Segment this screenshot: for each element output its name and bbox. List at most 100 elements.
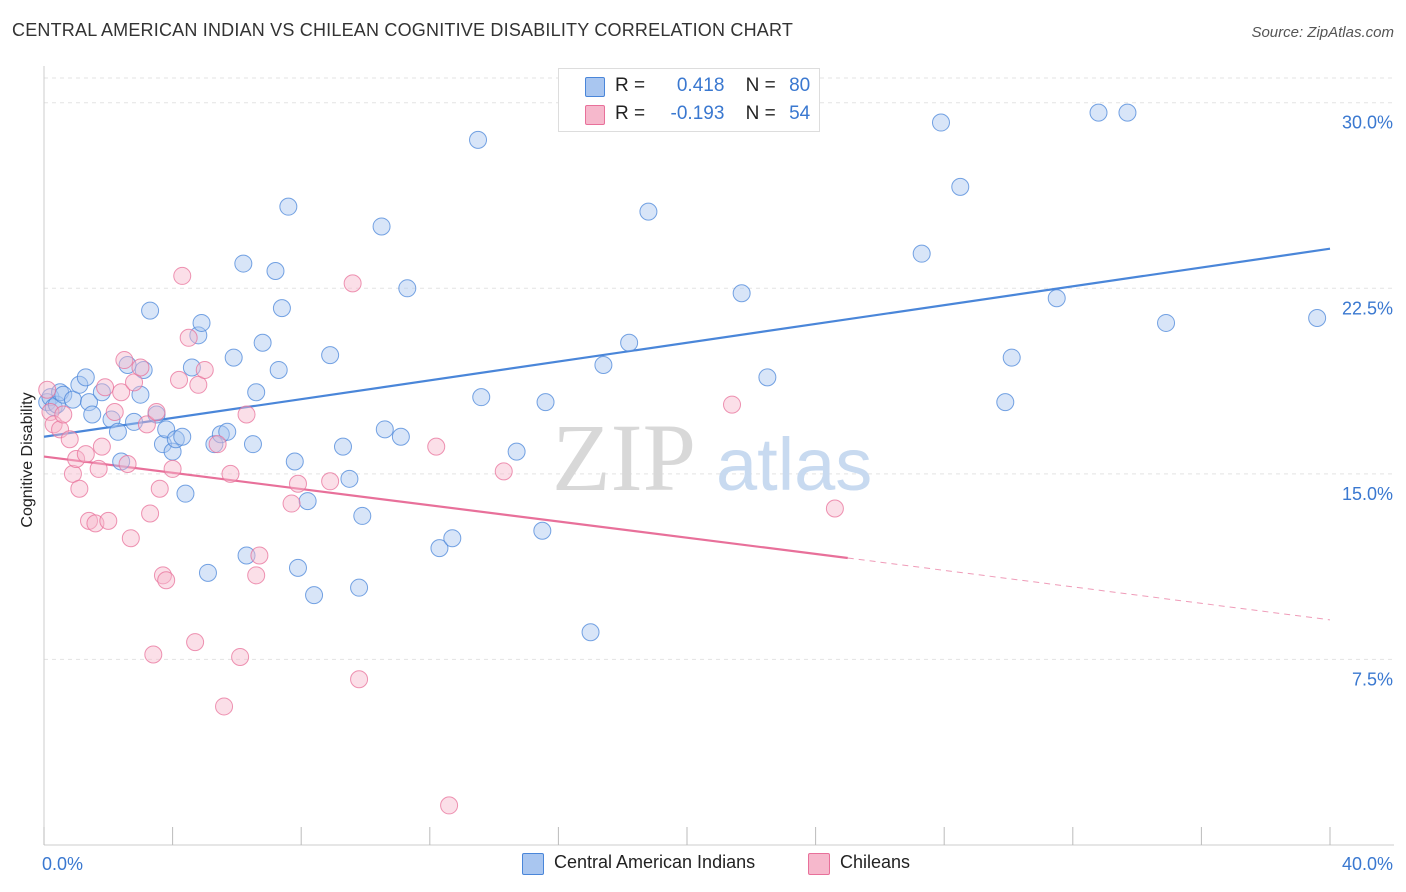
point-central-american-indians xyxy=(266,261,285,280)
legend-r-value: 0.418 xyxy=(676,75,725,96)
x-tick-label-min: 0.0% xyxy=(42,854,83,874)
legend-n-label: N = xyxy=(745,103,776,124)
point-chileans xyxy=(150,479,169,498)
point-chileans xyxy=(121,529,140,548)
point-chileans xyxy=(170,370,189,389)
point-central-american-indians xyxy=(1157,313,1176,332)
point-chileans xyxy=(282,494,301,513)
point-chileans xyxy=(350,670,369,689)
point-chileans xyxy=(67,450,86,469)
point-chileans xyxy=(427,437,446,456)
point-central-american-indians xyxy=(758,368,777,387)
point-central-american-indians xyxy=(198,563,217,582)
point-central-american-indians xyxy=(375,420,394,439)
y-tick-label: 15.0% xyxy=(1342,484,1393,504)
point-central-american-indians xyxy=(218,422,237,441)
trend-line-central-american-indians xyxy=(43,247,1331,438)
point-chileans xyxy=(141,504,160,523)
point-central-american-indians xyxy=(272,299,291,318)
point-chileans xyxy=(118,454,137,473)
point-central-american-indians xyxy=(70,375,89,394)
point-chileans xyxy=(51,420,70,439)
point-central-american-indians xyxy=(620,333,639,352)
point-central-american-indians xyxy=(430,539,449,558)
source-label: Source: ZipAtlas.com xyxy=(1251,24,1394,41)
point-chileans xyxy=(157,571,176,590)
tick-labels: 7.5% 15.0% 22.5% 30.0% 0.0% 40.0% xyxy=(42,113,1393,874)
x-tick-label-max: 40.0% xyxy=(1342,854,1393,874)
legend-n-value: 54 xyxy=(789,103,811,124)
point-chileans xyxy=(186,633,205,652)
point-central-american-indians xyxy=(353,506,372,525)
point-chileans xyxy=(179,328,198,347)
point-central-american-indians xyxy=(288,558,307,577)
point-central-american-indians xyxy=(176,484,195,503)
point-central-american-indians xyxy=(269,360,288,379)
legend-r-value: -0.193 xyxy=(670,103,725,124)
point-chileans xyxy=(163,459,182,478)
point-central-american-indians xyxy=(1089,103,1108,122)
chart-title: CENTRAL AMERICAN INDIAN VS CHILEAN COGNI… xyxy=(12,20,794,40)
watermark-zip: ZIP xyxy=(552,404,696,511)
point-central-american-indians xyxy=(285,452,304,471)
point-central-american-indians xyxy=(391,427,410,446)
watermark-atlas: atlas xyxy=(716,423,872,506)
point-central-american-indians xyxy=(536,393,555,412)
point-central-american-indians xyxy=(581,623,600,642)
point-central-american-indians xyxy=(279,197,298,216)
y-tick-label: 22.5% xyxy=(1342,298,1393,318)
point-chileans xyxy=(247,566,266,585)
point-central-american-indians xyxy=(224,348,243,367)
point-central-american-indians xyxy=(507,442,526,461)
point-central-american-indians xyxy=(173,427,192,446)
point-central-american-indians xyxy=(247,383,266,402)
point-central-american-indians xyxy=(912,244,931,263)
trend-lines xyxy=(43,247,1331,621)
point-central-american-indians xyxy=(1118,103,1137,122)
point-chileans xyxy=(38,380,57,399)
point-chileans xyxy=(131,358,150,377)
point-chileans xyxy=(173,266,192,285)
y-tick-label: 30.0% xyxy=(1342,113,1393,133)
point-chileans xyxy=(208,435,227,454)
legend-row-pink: R = -0.193 N = 54 xyxy=(615,103,810,127)
point-chileans xyxy=(105,403,124,422)
bottom-legend-swatch-blue xyxy=(522,853,544,875)
point-chileans xyxy=(112,383,131,402)
point-central-american-indians xyxy=(732,284,751,303)
point-central-american-indians xyxy=(192,313,211,332)
point-chileans xyxy=(144,645,163,664)
point-central-american-indians xyxy=(76,368,95,387)
point-central-american-indians xyxy=(108,422,127,441)
point-central-american-indians xyxy=(931,113,950,132)
point-central-american-indians xyxy=(253,333,272,352)
point-central-american-indians xyxy=(533,521,552,540)
grid-lines xyxy=(44,77,1394,660)
point-central-american-indians xyxy=(1002,348,1021,367)
trend-line-chileans-extension xyxy=(847,557,1331,621)
axes xyxy=(43,66,1394,846)
legend-swatch-pink xyxy=(585,105,605,125)
trend-line-chileans xyxy=(43,455,848,560)
point-chileans xyxy=(440,796,459,815)
point-chileans xyxy=(70,479,89,498)
point-central-american-indians xyxy=(243,435,262,454)
point-central-american-indians xyxy=(350,578,369,597)
point-chileans xyxy=(60,430,79,449)
point-central-american-indians xyxy=(134,360,153,379)
point-chileans xyxy=(76,445,95,464)
bottom-legend-blue: Central American Indians xyxy=(554,852,756,872)
point-central-american-indians xyxy=(639,202,658,221)
point-central-american-indians xyxy=(157,420,176,439)
point-chileans xyxy=(89,459,108,478)
point-central-american-indians xyxy=(298,492,317,511)
point-chileans xyxy=(237,405,256,424)
point-chileans xyxy=(63,464,82,483)
y-tick-label: 7.5% xyxy=(1352,669,1393,689)
point-central-american-indians xyxy=(594,356,613,375)
point-central-american-indians xyxy=(63,390,82,409)
point-chileans xyxy=(195,360,214,379)
point-central-american-indians xyxy=(83,405,102,424)
point-chileans xyxy=(343,274,362,293)
